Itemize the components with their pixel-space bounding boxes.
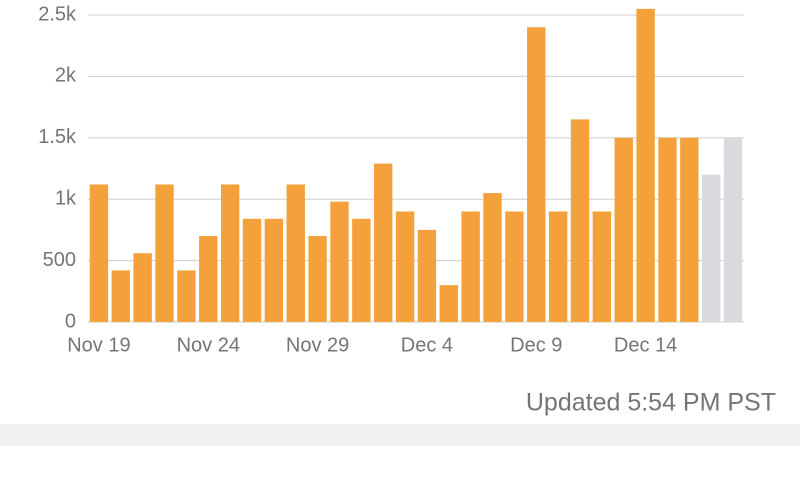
x-tick-label: Dec 14 <box>614 334 677 356</box>
updated-label: Updated 5:54 PM PST <box>526 389 776 417</box>
bar <box>548 211 568 322</box>
bar <box>592 211 612 322</box>
bar <box>505 211 524 322</box>
y-tick-label: 1k <box>55 187 77 209</box>
bar <box>155 184 174 322</box>
bar <box>89 184 109 322</box>
y-tick-label: 500 <box>43 249 76 271</box>
bar <box>264 218 284 322</box>
x-tick-label: Dec 4 <box>401 334 453 356</box>
bar <box>461 211 480 322</box>
bar <box>199 236 218 322</box>
bar <box>658 137 677 322</box>
bar <box>220 184 240 322</box>
bar <box>395 211 415 322</box>
bar <box>417 229 437 322</box>
y-tick-label: 2.5k <box>38 3 77 25</box>
bar <box>723 137 743 322</box>
bar <box>483 193 502 322</box>
x-tick-label: Nov 29 <box>286 334 349 356</box>
bar <box>527 27 546 323</box>
x-tick-label: Nov 24 <box>177 334 240 356</box>
bar <box>702 174 721 322</box>
bar <box>374 163 393 322</box>
bar <box>177 270 196 322</box>
y-tick-label: 1.5k <box>38 126 77 148</box>
bar <box>570 119 590 322</box>
y-tick-label: 2k <box>55 65 77 87</box>
bar <box>111 270 130 322</box>
bar <box>308 236 327 322</box>
bar <box>439 285 458 322</box>
bar <box>636 8 655 323</box>
bar <box>330 201 349 322</box>
bar <box>133 253 152 322</box>
bar <box>680 137 699 322</box>
bar <box>614 137 633 322</box>
bar <box>286 184 305 322</box>
x-tick-label: Dec 9 <box>510 334 562 356</box>
y-tick-label: 0 <box>65 310 76 332</box>
bar <box>352 218 371 322</box>
x-tick-label: Nov 19 <box>67 334 130 356</box>
bar <box>242 218 262 322</box>
divider <box>0 424 800 446</box>
